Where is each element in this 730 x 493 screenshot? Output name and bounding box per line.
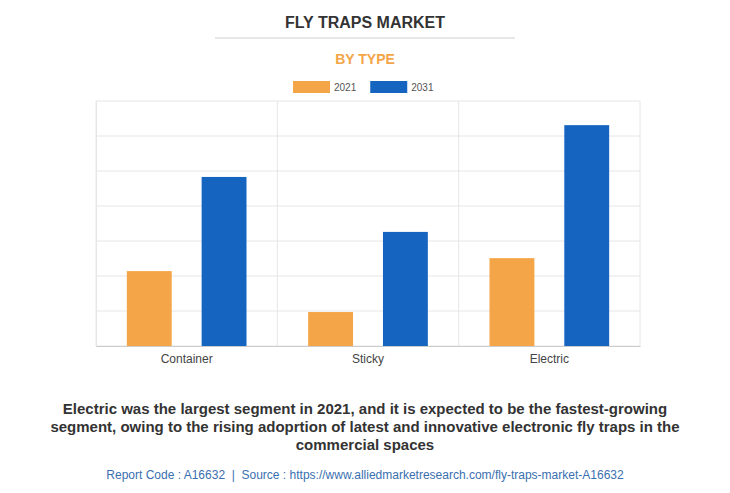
grid-line [96,241,640,242]
bar [202,177,247,346]
grid-line [96,101,640,102]
x-tick: Container [161,346,213,366]
separator [640,101,641,346]
y-axis-line [96,102,97,347]
x-tick: Electric [530,346,569,366]
x-tick: Sticky [352,346,384,366]
x-axis-line [97,346,641,347]
grid-line [96,171,640,172]
bar [308,312,353,346]
separator [277,101,278,346]
grid [96,101,640,346]
title-rule [215,38,515,39]
x-tick-label: Container [161,352,213,366]
annotation: Electric was the largest segment in 2021… [63,400,667,417]
bar [564,125,609,346]
grid-line [96,311,640,312]
grid-line [96,136,640,137]
bars [127,125,609,346]
grid-line [96,346,640,347]
source: Report Code : A16632 | Source : https://… [106,468,624,482]
annotation: segment, owing to the rising adoprtion o… [50,418,679,435]
subtitle: BY TYPE [335,51,395,67]
title: FLY TRAPS MARKET [285,14,445,31]
legend-item: 2021 [293,81,357,93]
legend-label: 2031 [411,82,434,93]
legend-swatch [293,81,330,93]
legend-item: 2031 [370,81,434,93]
legend-label: 2021 [334,82,357,93]
chart: FLY TRAPS MARKET BY TYPE 2021 2031 Container… [0,0,730,493]
separators [96,101,640,346]
x-tick-label: Electric [530,352,569,366]
legend: 2021 2031 [293,81,434,93]
bar [127,271,172,346]
bar [383,232,428,346]
y-axis [96,102,98,347]
grid-line [96,276,640,277]
separator [96,101,97,346]
x-tick-label: Sticky [352,352,384,366]
bar [489,258,534,346]
separator [458,101,459,346]
legend-swatch [370,81,407,93]
annotation: commercial spaces [296,436,434,453]
x-axis: Container Sticky Electric [97,346,641,366]
grid-line [96,206,640,207]
